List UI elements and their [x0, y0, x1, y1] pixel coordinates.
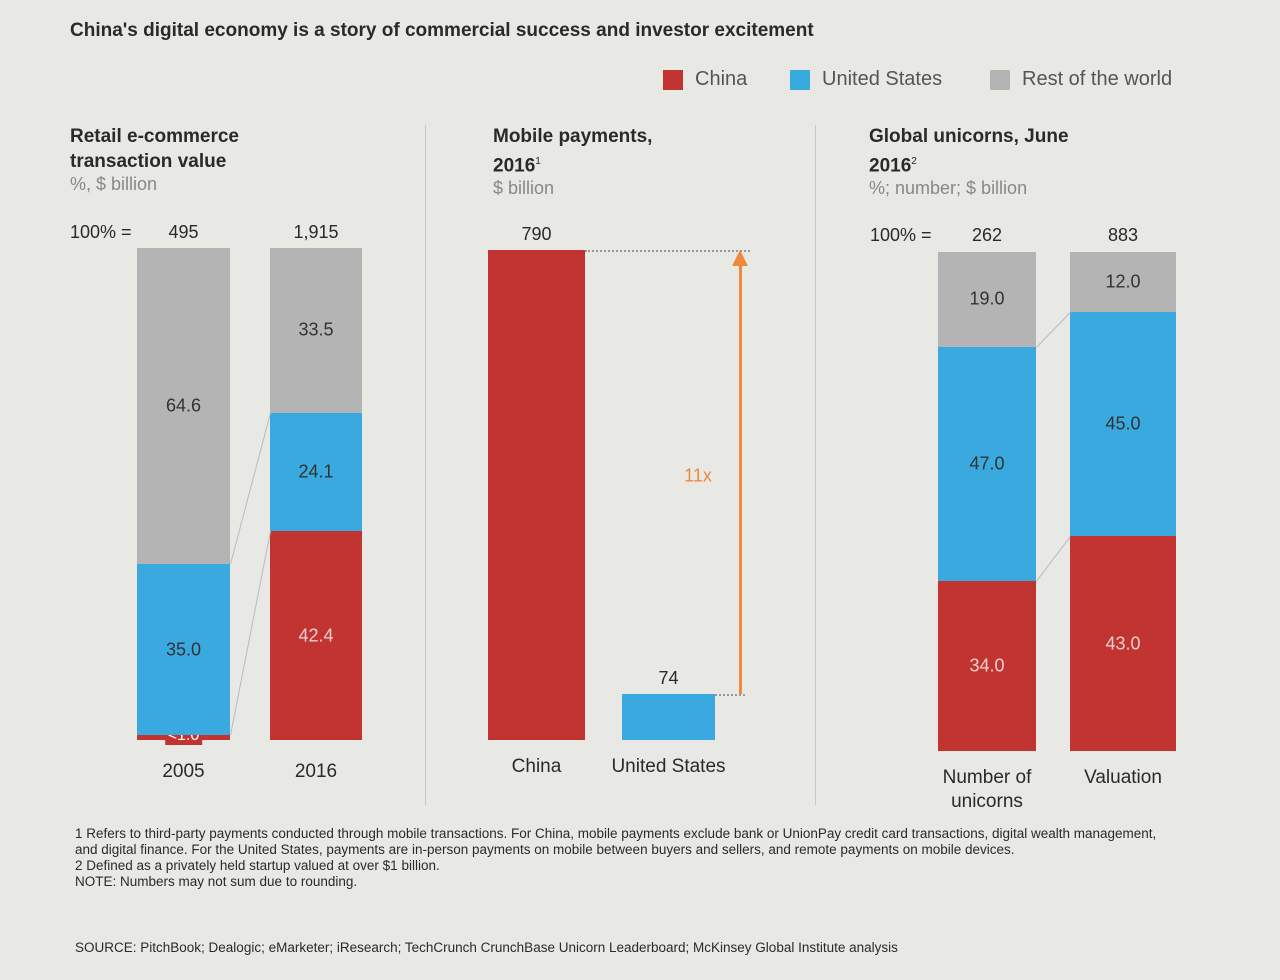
panel-divider [815, 125, 816, 805]
reference-line-dotted [715, 694, 745, 697]
total-prefix: 100% = [70, 222, 132, 242]
panel-mobile-header: Mobile payments, 20161 $ billion [493, 124, 693, 199]
total-value: 495 [168, 222, 199, 242]
panel-title-text: Global unicorns, June 2016 [869, 126, 1069, 177]
reference-line-dotted [585, 250, 750, 252]
bar-segment-united-states [1070, 311, 1176, 537]
chart-title: China's digital economy is a story of co… [70, 20, 814, 41]
legend-label: United States [822, 68, 943, 90]
value-label: 790 [521, 224, 552, 244]
segment-label: 42.4 [298, 625, 334, 646]
legend-us: United States [790, 68, 942, 91]
connector-line [1036, 311, 1071, 348]
footnote-2: 2 Defined as a privately held startup va… [75, 858, 440, 873]
bar-segment-china [938, 581, 1036, 751]
category-label: United States [611, 756, 726, 777]
bar-segment-united-states [137, 563, 230, 736]
value-label: 74 [658, 668, 679, 689]
footnote-ref: 2 [911, 156, 917, 167]
category-label: China [511, 756, 562, 777]
bar-segment-china [1070, 536, 1176, 751]
legend-label: China [695, 68, 748, 90]
category-label: 2005 [162, 761, 205, 782]
bar-segment-rest-of-the-world [1070, 252, 1176, 312]
panel-units: %, $ billion [70, 174, 158, 194]
bar-segment-rest-of-the-world [137, 248, 230, 564]
source-line: SOURCE: PitchBook; Dealogic; eMarketer; … [75, 940, 898, 955]
connector-line [230, 531, 271, 736]
legend-china: China [663, 68, 747, 91]
segment-label: 12.0 [1105, 271, 1141, 292]
bar-united-states [622, 694, 715, 740]
segment-label: 34.0 [969, 655, 1005, 676]
note: NOTE: Numbers may not sum due to roundin… [75, 874, 358, 889]
panel-retail-header: Retail e-commerce transaction value %, $… [70, 124, 270, 195]
panel-units: %; number; $ billion [869, 178, 1028, 199]
category-label: 2016 [294, 761, 338, 782]
legend-label: Rest of the world [1022, 68, 1173, 90]
arrow-head-icon [732, 250, 748, 266]
segment-label: 19.0 [969, 288, 1005, 309]
segment-label: 33.5 [298, 319, 334, 340]
legend-rest: Rest of the world [990, 68, 1172, 91]
footnotes: 1 Refers to third-party payments conduct… [75, 826, 1165, 890]
total-value: 883 [1107, 225, 1139, 245]
panel-title: Global unicorns, June 20162 [869, 124, 1069, 178]
footnote-1: 1 Refers to third-party payments conduct… [75, 826, 1157, 857]
legend-swatch-rest [990, 69, 1010, 90]
bar-segment-rest-of-the-world [938, 252, 1036, 347]
bar-segment-united-states [938, 346, 1036, 582]
segment-label: 47.0 [969, 453, 1005, 474]
segment-label: 35.0 [165, 639, 202, 660]
category-label: Number of unicorns [942, 767, 1032, 812]
legend-swatch-us [790, 69, 810, 90]
panel-unicorns-header: Global unicorns, June 20162 %; number; $… [869, 124, 1069, 199]
bar-china [488, 250, 585, 740]
bar-segment-united-states [270, 412, 362, 532]
growth-multiplier-label: 11x [684, 465, 712, 486]
total-value: 262 [971, 225, 1003, 245]
panel-title-text: Mobile payments, 2016 [493, 126, 653, 177]
bar-segment-china [270, 531, 362, 740]
segment-label: 24.1 [298, 461, 334, 482]
connector-line [230, 412, 271, 565]
total-value: 1,915 [293, 222, 339, 242]
category-label: Valuation [1084, 767, 1162, 788]
panel-title: Retail e-commerce transaction value [70, 126, 239, 172]
growth-arrow [739, 264, 742, 695]
connector-line [1036, 536, 1071, 582]
footnote-ref: 1 [535, 156, 541, 167]
bar-segment-rest-of-the-world [270, 248, 362, 413]
panel-title: Mobile payments, 20161 [493, 124, 693, 178]
legend-swatch-china [663, 69, 683, 90]
segment-label: 43.0 [1105, 633, 1141, 654]
segment-label: 64.6 [165, 395, 202, 416]
panel-units: $ billion [493, 178, 555, 199]
segment-label: 45.0 [1105, 413, 1141, 434]
total-prefix: 100% = [870, 225, 932, 245]
panel-divider [425, 125, 426, 805]
